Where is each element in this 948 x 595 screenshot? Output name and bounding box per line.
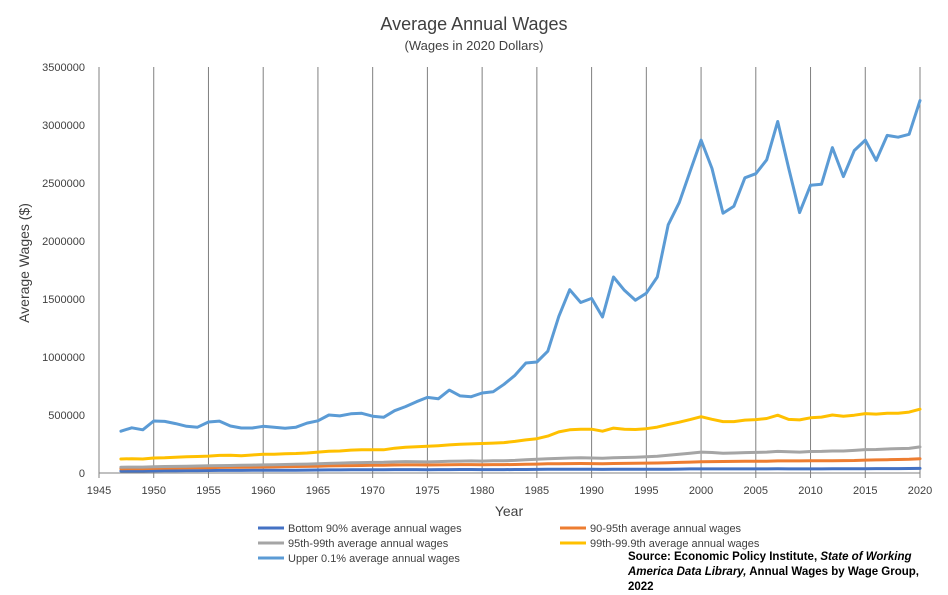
x-tick-label: 2020	[908, 485, 932, 497]
x-tick-label: 2015	[853, 485, 877, 497]
legend-label: 90-95th average annual wages	[590, 523, 742, 535]
y-tick-label: 500000	[48, 410, 85, 422]
y-tick-label: 2500000	[42, 178, 85, 190]
x-tick-label: 1995	[634, 485, 658, 497]
source-note: Source: Economic Policy Institute, State…	[628, 550, 940, 595]
x-tick-label: 1990	[579, 485, 603, 497]
x-tick-label: 1975	[415, 485, 439, 497]
legend-label: Upper 0.1% average annual wages	[288, 553, 460, 565]
series-line-5	[119, 99, 922, 433]
series-line-3	[119, 445, 922, 469]
x-tick-label: 1985	[525, 485, 549, 497]
x-tick-label: 1970	[360, 485, 384, 497]
y-tick-label: 2000000	[42, 236, 85, 248]
x-tick-label: 1960	[251, 485, 275, 497]
y-tick-label: 1000000	[42, 352, 85, 364]
x-tick-label: 1945	[87, 485, 111, 497]
series-line-4	[119, 407, 922, 461]
x-tick-label: 1950	[141, 485, 165, 497]
gridlines	[153, 67, 921, 473]
chart-title: Average Annual Wages	[380, 14, 567, 34]
y-tick-label: 1500000	[42, 294, 85, 306]
x-tick-label: 1980	[470, 485, 494, 497]
x-tick-label: 1955	[196, 485, 220, 497]
x-tick-label: 2010	[798, 485, 822, 497]
source-title: State of Working America Data Library,	[628, 551, 912, 578]
chart-subtitle: (Wages in 2020 Dollars)	[405, 38, 544, 53]
legend-label: 99th-99.9th average annual wages	[590, 538, 760, 550]
series-line-2	[119, 457, 922, 471]
x-axis-label: Year	[495, 503, 524, 519]
x-tick-label: 2000	[689, 485, 713, 497]
y-tick-label: 3500000	[42, 62, 85, 74]
legend-label: Bottom 90% average annual wages	[288, 523, 462, 535]
axes: 1945 1950 1955 1960 1965 1970 1975 1980 1985 1990…	[42, 62, 932, 497]
x-tick-label: 1965	[306, 485, 330, 497]
y-axis-label: Average Wages ($)	[16, 203, 32, 323]
y-tick-label: 0	[79, 468, 85, 480]
source-prefix: Source: Economic Policy Institute,	[628, 551, 818, 563]
legend: Bottom 90% average annual wages 90-95th a…	[258, 523, 760, 565]
x-tick-label: 2005	[744, 485, 768, 497]
legend-label: 95th-99th average annual wages	[288, 538, 449, 550]
series-lines	[119, 99, 922, 473]
series-line-1	[119, 466, 922, 473]
y-tick-label: 3000000	[42, 120, 85, 132]
